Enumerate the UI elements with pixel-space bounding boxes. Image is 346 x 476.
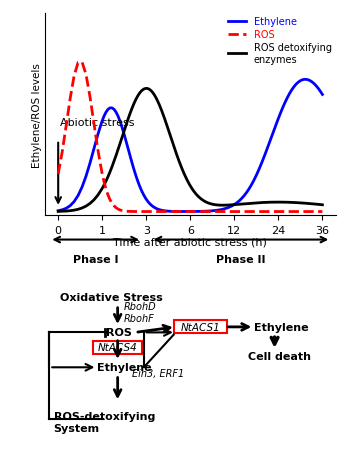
Text: NtACS4: NtACS4 <box>98 342 137 352</box>
Text: Oxidative Stress: Oxidative Stress <box>60 292 162 302</box>
Text: NtACS1: NtACS1 <box>181 322 220 332</box>
Legend: Ethylene, ROS, ROS detoxifying
enzymes: Ethylene, ROS, ROS detoxifying enzymes <box>227 15 334 66</box>
Text: Ethylene: Ethylene <box>254 322 309 332</box>
FancyBboxPatch shape <box>174 321 227 334</box>
Text: Abiotic stress: Abiotic stress <box>61 118 135 127</box>
Text: Phase II: Phase II <box>216 254 266 264</box>
Text: ROS: ROS <box>106 327 132 337</box>
Y-axis label: Ethylene/ROS levels: Ethylene/ROS levels <box>32 63 42 168</box>
Text: Phase I: Phase I <box>73 254 118 264</box>
Text: RbohD
RbohF: RbohD RbohF <box>124 302 156 323</box>
Text: Ethylene: Ethylene <box>97 363 152 373</box>
Text: ROS-detoxifying
System: ROS-detoxifying System <box>54 411 155 433</box>
Text: Cell death: Cell death <box>248 352 311 361</box>
Text: Ein3, ERF1: Ein3, ERF1 <box>132 368 184 378</box>
X-axis label: Time after abiotic stress (h): Time after abiotic stress (h) <box>113 237 267 247</box>
FancyBboxPatch shape <box>93 341 142 354</box>
